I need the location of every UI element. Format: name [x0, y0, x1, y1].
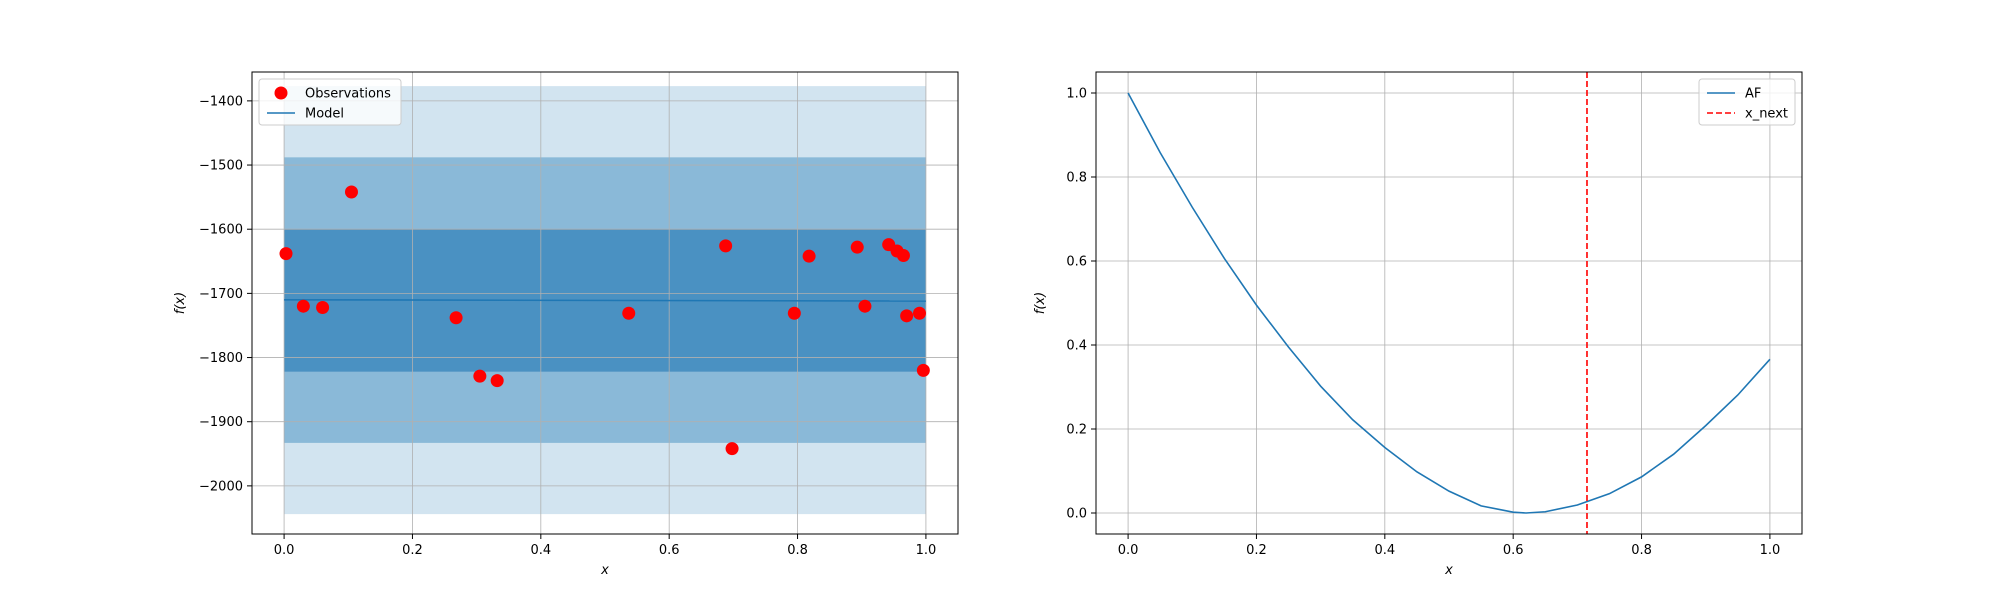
x-tick-label: 0.8 [1631, 543, 1652, 558]
observation-point [916, 363, 930, 377]
observation-point [725, 442, 739, 456]
y-tick-label: 0.8 [1066, 171, 1087, 186]
x-tick-label: 1.0 [916, 543, 937, 558]
observation-point [900, 309, 914, 323]
series-line-af [1127, 92, 1771, 514]
x-tick-label: 0.2 [402, 543, 423, 558]
y-tick-label: −2000 [199, 479, 243, 494]
y-tick-label: −1400 [199, 94, 243, 109]
legend-label: AF [1745, 87, 1761, 102]
observation-point [719, 239, 733, 253]
series-line-model [284, 298, 926, 302]
y-axis-label: f(x) [173, 292, 188, 314]
y-tick-label: 0.2 [1066, 423, 1087, 438]
y-tick-label: −1500 [199, 159, 243, 174]
observation-point [279, 247, 293, 261]
y-tick-label: 0.0 [1066, 507, 1087, 522]
y-axis-label: f(x) [1033, 292, 1048, 314]
observation-point [449, 311, 463, 325]
observation-point [344, 185, 358, 199]
observation-point [850, 240, 864, 254]
x-tick-label: 0.4 [1374, 543, 1395, 558]
observation-point [316, 300, 330, 314]
legend-label: x_next [1745, 107, 1788, 122]
x-axis-label: x [600, 563, 609, 578]
y-tick-label: −1900 [199, 415, 243, 430]
x-tick-label: 0.6 [1503, 543, 1524, 558]
x-tick-label: 1.0 [1760, 543, 1781, 558]
legend-marker-observations [274, 86, 288, 100]
chart-panel-2: 0.0 0.2 0.4 0.6 0.8 1.0 0.0 0.2 0.4 0.6 0.8 1.0 x f(x… [1033, 71, 1803, 578]
grid [252, 72, 958, 534]
y-tick-label: 0.6 [1066, 255, 1087, 270]
y-tick-label: −1800 [199, 351, 243, 366]
y-tick-label: −1700 [199, 287, 243, 302]
x-tick-label: 0.6 [659, 543, 680, 558]
axes-frame [1095, 71, 1803, 535]
x-tick-label: 0.0 [274, 543, 295, 558]
observation-point [296, 299, 310, 313]
legend: Observations Model [258, 78, 402, 126]
legend-label: Observations [305, 87, 391, 102]
grid [1096, 72, 1802, 534]
legend: AF x_next [1698, 78, 1796, 126]
y-tick-label: 1.0 [1066, 87, 1087, 102]
legend-box [1698, 78, 1796, 126]
observation-point [787, 306, 801, 320]
x-tick-label: 0.0 [1118, 543, 1139, 558]
y-tick-label: 0.4 [1066, 339, 1087, 354]
observation-point [473, 369, 487, 383]
chart-panel-1: 0.0 0.2 0.4 0.6 0.8 1.0 −1400 −1500 −1600 −1700 −1… [173, 71, 959, 578]
observation-point [802, 249, 816, 263]
legend-label: Model [305, 107, 344, 122]
observation-point [622, 306, 636, 320]
observation-point [490, 374, 504, 388]
x-axis-label: x [1444, 563, 1453, 578]
x-tick-label: 0.2 [1246, 543, 1267, 558]
observation-point [896, 249, 910, 263]
x-tick-label: 0.4 [530, 543, 551, 558]
observation-point [858, 299, 872, 313]
x-tick-label: 0.8 [787, 543, 808, 558]
observation-point [912, 306, 926, 320]
y-tick-label: −1600 [199, 223, 243, 238]
axes-frame [251, 71, 959, 535]
